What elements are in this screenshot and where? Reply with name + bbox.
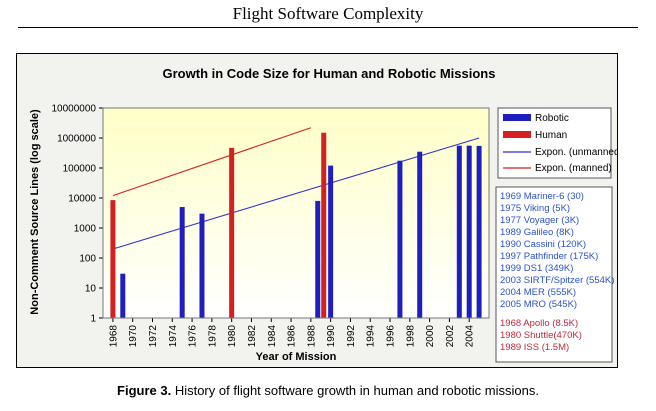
human-bar — [321, 132, 327, 318]
legend: Robotic Human Expon. (unmanned) Expon. (… — [497, 107, 617, 179]
x-tick-label: 1970 — [128, 325, 139, 348]
robotic-bar — [199, 213, 205, 318]
header-rule — [18, 27, 638, 28]
robotic-bar — [466, 145, 472, 318]
x-tick-label: 1984 — [267, 325, 278, 348]
plot-border — [102, 107, 490, 319]
robotic-bar — [179, 207, 185, 318]
x-tick-label: 1978 — [207, 325, 218, 348]
robotic-mission-item: 1990 Cassini (120K) — [500, 239, 586, 250]
robotic-mission-item: 2004 MER (555K) — [500, 287, 576, 298]
robotic-mission-item: 1999 DS1 (349K) — [500, 263, 573, 274]
figure-caption: Figure 3. History of flight software gro… — [0, 383, 656, 398]
human-mission-item: 1989 ISS (1.5M) — [500, 342, 569, 353]
robotic-bar — [315, 200, 321, 318]
x-tick-label: 1988 — [306, 325, 317, 348]
x-axis: 1968 1970 1972 1974 1976 1978 1980 1982 1984 1986… — [108, 318, 476, 348]
page-header: Flight Software Complexity — [0, 0, 656, 40]
x-tick-label: 1982 — [247, 325, 258, 348]
human-mission-item: 1980 Shuttle(470K) — [500, 330, 582, 341]
x-tick-label: 1972 — [148, 325, 159, 348]
mission-list-box — [495, 186, 613, 363]
bars — [102, 107, 490, 319]
robotic-mission-item: 1969 Mariner-6 (30) — [500, 191, 584, 202]
robotic-bar — [456, 145, 462, 318]
figure-frame: Growth in Code Size for Human and Roboti… — [16, 53, 618, 368]
robotic-mission-item: 1975 Viking (5K) — [500, 203, 570, 214]
x-tick-label: 1996 — [386, 325, 397, 348]
robotic-bar — [328, 165, 334, 318]
x-tick-label: 1968 — [108, 325, 119, 348]
mission-list: 1969 Mariner-6 (30)1975 Viking (5K)1977 … — [495, 186, 614, 363]
y-tick-label: 10 — [85, 284, 97, 295]
y-tick-label: 10000 — [68, 194, 96, 205]
y-tick-label: 100 — [79, 254, 96, 265]
plot-area — [102, 107, 490, 319]
y-tick-label: 10000000 — [52, 104, 97, 115]
y-tick-label: 1000 — [74, 224, 97, 235]
chart-title: Growth in Code Size for Human and Roboti… — [163, 66, 496, 81]
legend-label-human: Human — [535, 130, 567, 141]
x-tick-label: 1998 — [405, 325, 416, 348]
x-tick-label: 2000 — [425, 325, 436, 348]
robotic-mission-item: 1977 Voyager (3K) — [500, 215, 579, 226]
robotic-bar — [476, 145, 482, 318]
human-bar — [110, 200, 116, 318]
x-tick-label: 1992 — [346, 325, 357, 348]
robotic-mission-item: 1997 Pathfinder (175K) — [500, 251, 598, 262]
robotic-bar — [120, 273, 126, 318]
trendline-manned — [112, 127, 312, 197]
human-bar — [229, 147, 235, 318]
legend-label-unmanned: Expon. (unmanned) — [535, 147, 617, 158]
x-tick-label: 1994 — [366, 325, 377, 348]
robotic-mission-item: 1989 Galileo (8K) — [500, 227, 574, 238]
robotic-bar — [417, 151, 423, 318]
x-tick-label: 1986 — [287, 325, 298, 348]
legend-swatch-human — [503, 131, 531, 138]
robotic-bar — [397, 160, 403, 318]
y-tick-label: 1000000 — [57, 134, 96, 145]
figure-caption-text: History of flight software growth in hum… — [171, 383, 539, 398]
x-tick-label: 1990 — [326, 325, 337, 348]
legend-swatch-robotic — [503, 114, 531, 121]
legend-label-robotic: Robotic — [535, 113, 569, 124]
x-tick-label: 1980 — [227, 325, 238, 348]
human-mission-list: 1968 Apollo (8.5K)1980 Shuttle(470K)1989… — [500, 318, 582, 353]
human-mission-item: 1968 Apollo (8.5K) — [500, 318, 578, 329]
y-tick-label: 1 — [90, 314, 96, 325]
y-axis-label: Non-Comment Source Lines (log scale) — [29, 109, 41, 315]
figure-label: Figure 3. — [117, 383, 172, 398]
robotic-mission-item: 2005 MRO (545K) — [500, 299, 577, 310]
robotic-mission-list: 1969 Mariner-6 (30)1975 Viking (5K)1977 … — [500, 191, 614, 310]
x-tick-label: 1976 — [188, 325, 199, 348]
x-tick-label: 2002 — [445, 325, 456, 348]
x-tick-label: 1974 — [168, 325, 179, 348]
y-tick-label: 100000 — [63, 164, 97, 175]
robotic-mission-item: 2003 SIRTF/Spitzer (554K) — [500, 275, 614, 286]
legend-label-manned: Expon. (manned) — [535, 163, 612, 174]
chart: Growth in Code Size for Human and Roboti… — [29, 66, 617, 363]
y-axis: 10000000 1000000 100000 10000 1000 100 10 1 — [52, 104, 103, 325]
x-axis-label: Year of Mission — [256, 351, 337, 363]
x-tick-label: 2004 — [465, 325, 476, 348]
page-title: Flight Software Complexity — [232, 4, 424, 23]
